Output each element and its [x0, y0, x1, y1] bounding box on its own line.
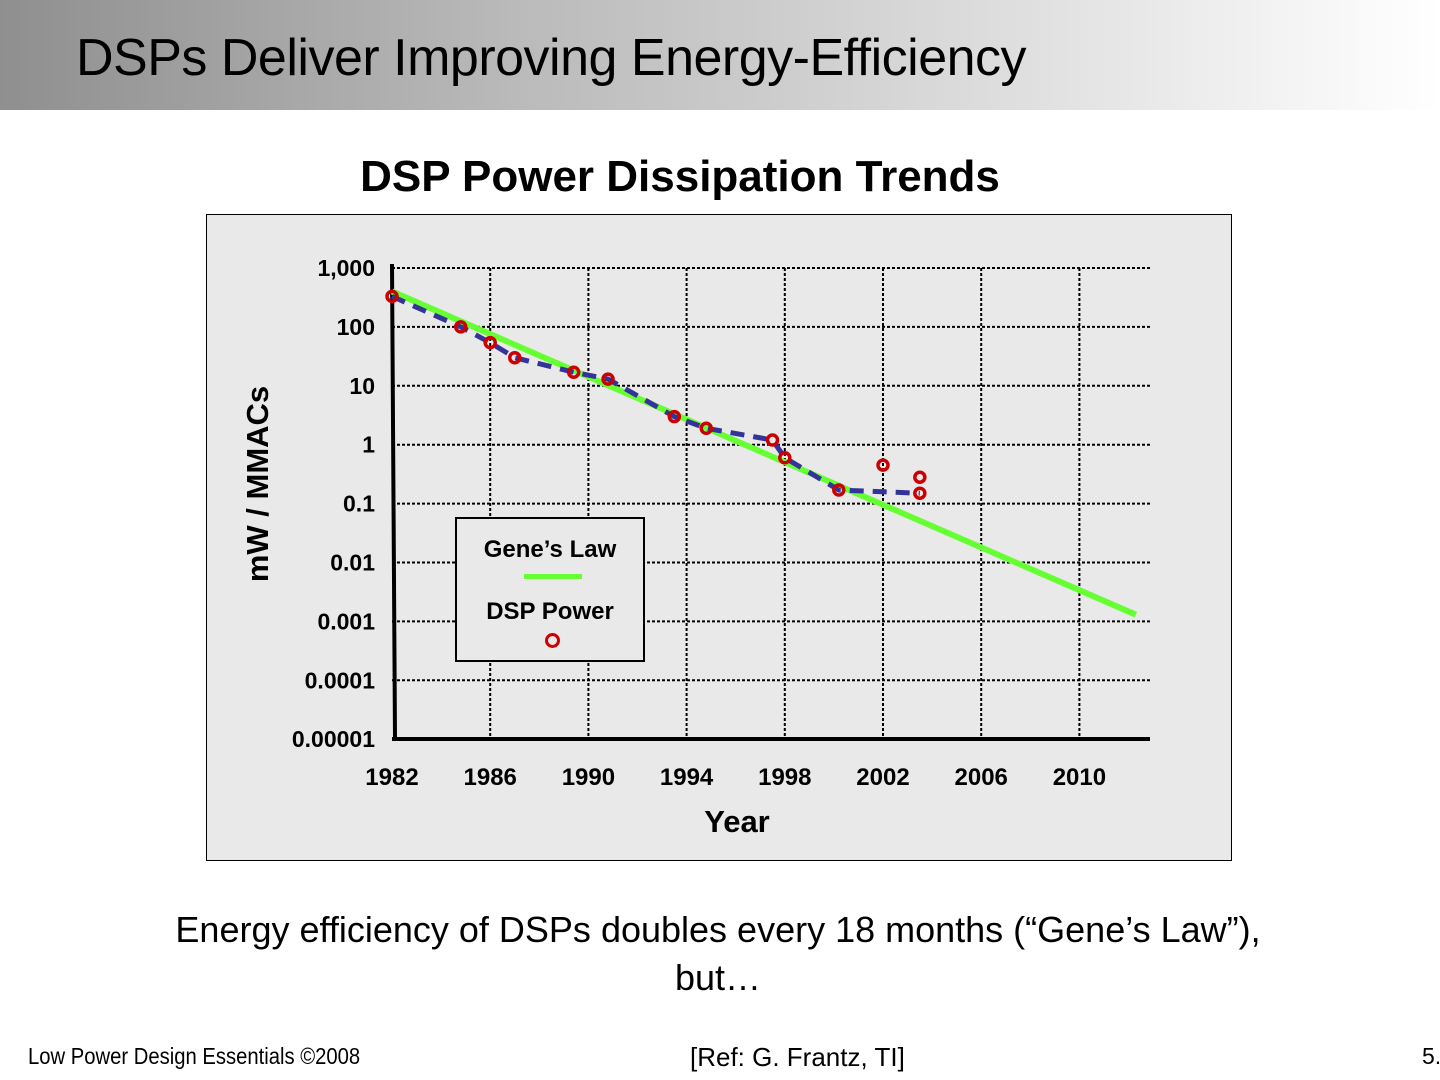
dsp-power-point: [913, 470, 927, 485]
dsp-power-point: [508, 350, 522, 365]
x-tick-label: 2006: [955, 764, 1008, 791]
slide-caption: Energy efficiency of DSPs doubles every …: [0, 906, 1436, 1002]
y-axis-line: [390, 263, 397, 740]
chart-frame: [206, 214, 1232, 861]
page-number: 5.: [1422, 1043, 1440, 1069]
y-tick-label: 0.00001: [292, 726, 375, 752]
y-tick-label: 100: [337, 314, 375, 340]
slide-title: DSPs Deliver Improving Energy-Efficiency: [76, 29, 1027, 87]
x-tick-label: 1982: [365, 764, 418, 791]
x-tick-label: 1994: [660, 764, 714, 791]
dsp-power-point: [667, 409, 682, 424]
series: [385, 288, 1138, 618]
tick-labels: 1,000 100 10 1 0.1 0.01 0.001 0.0001 0.00001 1982…: [292, 255, 1106, 791]
axes: [390, 263, 1150, 741]
chart-legend: Gene’s Law DSP Power: [455, 517, 645, 662]
dsp-power-point: [832, 483, 846, 497]
legend-label-dsp-power: DSP Power: [486, 598, 614, 625]
dsp-power-point: [453, 320, 468, 334]
footer-course-title: Low Power Design Essentials ©2008: [28, 1043, 361, 1069]
y-axis-label: mW / MMACs: [240, 386, 275, 582]
x-tick-label: 1998: [758, 764, 811, 791]
legend-swatch-genes-law: [524, 574, 582, 579]
x-tick-label: 1990: [562, 764, 615, 791]
dsp-power-point: [876, 458, 890, 472]
dsp-power-point: [765, 433, 780, 447]
y-tick-label: 1: [362, 432, 375, 458]
dsp-power-point: [601, 372, 615, 386]
genes-law-line: [390, 288, 1138, 618]
dsp-power-point: [483, 335, 497, 350]
y-tick-label: 1,000: [317, 255, 375, 281]
caption-line-2: but…: [674, 957, 762, 998]
dsp-power-point: [385, 289, 399, 304]
x-tick-label: 2010: [1053, 764, 1106, 791]
dsp-power-point: [699, 421, 713, 436]
dsp-power-point: [778, 451, 792, 465]
dsp-power-point: [913, 486, 927, 500]
y-tick-label: 0.1: [343, 491, 375, 517]
chart-title: DSP Power Dissipation Trends: [360, 152, 1000, 201]
caption-line-1: Energy efficiency of DSPs doubles every …: [175, 909, 1261, 950]
slide-header: DSPs Deliver Improving Energy-Efficiency: [0, 0, 1440, 110]
x-tick-label: 1986: [464, 764, 517, 791]
y-tick-label: 0.0001: [305, 667, 376, 693]
dsp-power-point: [566, 365, 581, 379]
y-tick-label: 0.01: [330, 550, 375, 576]
y-tick-label: 10: [349, 373, 375, 399]
footer-reference: [Ref: G. Frantz, TI]: [690, 1042, 905, 1072]
x-tick-label: 2002: [856, 764, 909, 791]
x-axis-label: Year: [704, 804, 770, 839]
legend-swatch-dsp-power: [545, 633, 560, 648]
legend-label-genes-law: Gene’s Law: [483, 536, 617, 563]
y-tick-label: 0.001: [317, 608, 375, 634]
